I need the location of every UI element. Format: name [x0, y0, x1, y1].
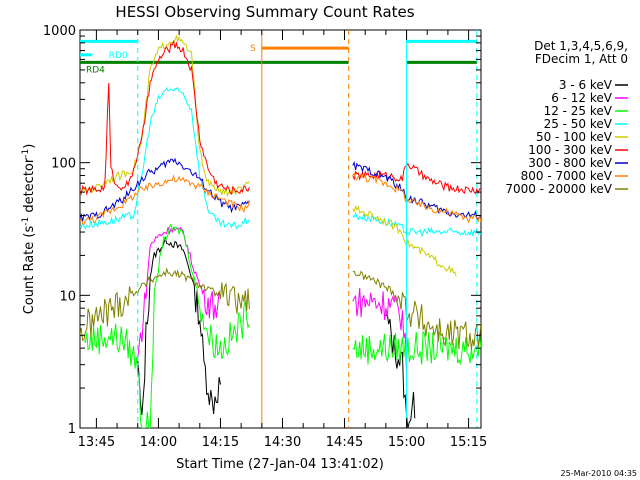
legend-entry-label: 50 - 100 keV	[536, 130, 613, 144]
legend-entry-label: 300 - 800 keV	[528, 156, 612, 170]
legend-header: Det 1,3,4,5,6,9,	[534, 39, 628, 53]
legend-entry-label: 7000 - 20000 keV	[505, 182, 612, 196]
timestamp: 25-Mar-2010 04:35	[561, 469, 638, 478]
series-line	[385, 312, 416, 428]
series-line	[83, 223, 250, 428]
series-line	[352, 162, 481, 195]
series-line	[352, 172, 481, 224]
x-tick-label: 14:45	[326, 435, 363, 450]
plot-area: S RD0 RD4	[79, 29, 482, 429]
legend-entry-label: 12 - 25 keV	[544, 104, 613, 118]
plot-frame	[79, 29, 482, 429]
legend: Det 1,3,4,5,6,9,FDecim 1, Att 0 3 - 6 keV…	[505, 39, 628, 196]
series-line	[137, 226, 221, 360]
series-line	[80, 39, 250, 196]
y-tick-label: 1000	[43, 24, 76, 39]
legend-entry-label: 3 - 6 keV	[559, 78, 613, 92]
series-line	[352, 211, 481, 238]
x-axis: 13:45 14:00 14:15 14:30 14:45 15:00 15:15	[78, 30, 487, 450]
x-tick-label: 14:15	[202, 435, 239, 450]
x-tick-label: 15:00	[388, 435, 425, 450]
data-layer	[80, 34, 481, 428]
status-bar-label: S	[250, 44, 256, 54]
legend-entry-label: 6 - 12 keV	[551, 91, 613, 105]
series-line	[80, 157, 250, 222]
x-tick-label: 13:45	[78, 435, 115, 450]
x-axis-label: Start Time (27-Jan-04 13:41:02)	[176, 457, 384, 472]
series-line	[352, 160, 481, 221]
chart-title: HESSI Observing Summary Count Rates	[115, 3, 414, 21]
status-bar-label: RD4	[86, 65, 105, 75]
series-line	[352, 330, 481, 366]
series-line	[80, 174, 250, 225]
y-axis: 1 10 100 1000	[43, 24, 481, 437]
legend-entry-label: 100 - 300 keV	[528, 143, 612, 157]
series-line	[352, 287, 408, 375]
series-line	[80, 266, 250, 342]
series-line	[352, 270, 481, 350]
legend-header: FDecim 1, Att 0	[535, 52, 628, 66]
series-line	[352, 204, 457, 277]
series-line	[80, 86, 250, 230]
legend-entry-label: 800 - 7000 keV	[521, 169, 613, 183]
x-tick-label: 15:15	[450, 435, 487, 450]
status-bar-label: RD0	[109, 51, 128, 61]
y-tick-label: 10	[59, 289, 76, 304]
x-tick-label: 14:00	[140, 435, 177, 450]
y-axis-label: Count Rate (s-1 detector-1)	[21, 144, 37, 315]
y-tick-label: 1	[68, 422, 76, 437]
legend-entry-label: 25 - 50 keV	[544, 117, 613, 131]
series-line	[80, 34, 250, 198]
y-tick-label: 100	[51, 157, 76, 172]
series-line	[137, 236, 221, 416]
x-tick-label: 14:30	[264, 435, 301, 450]
